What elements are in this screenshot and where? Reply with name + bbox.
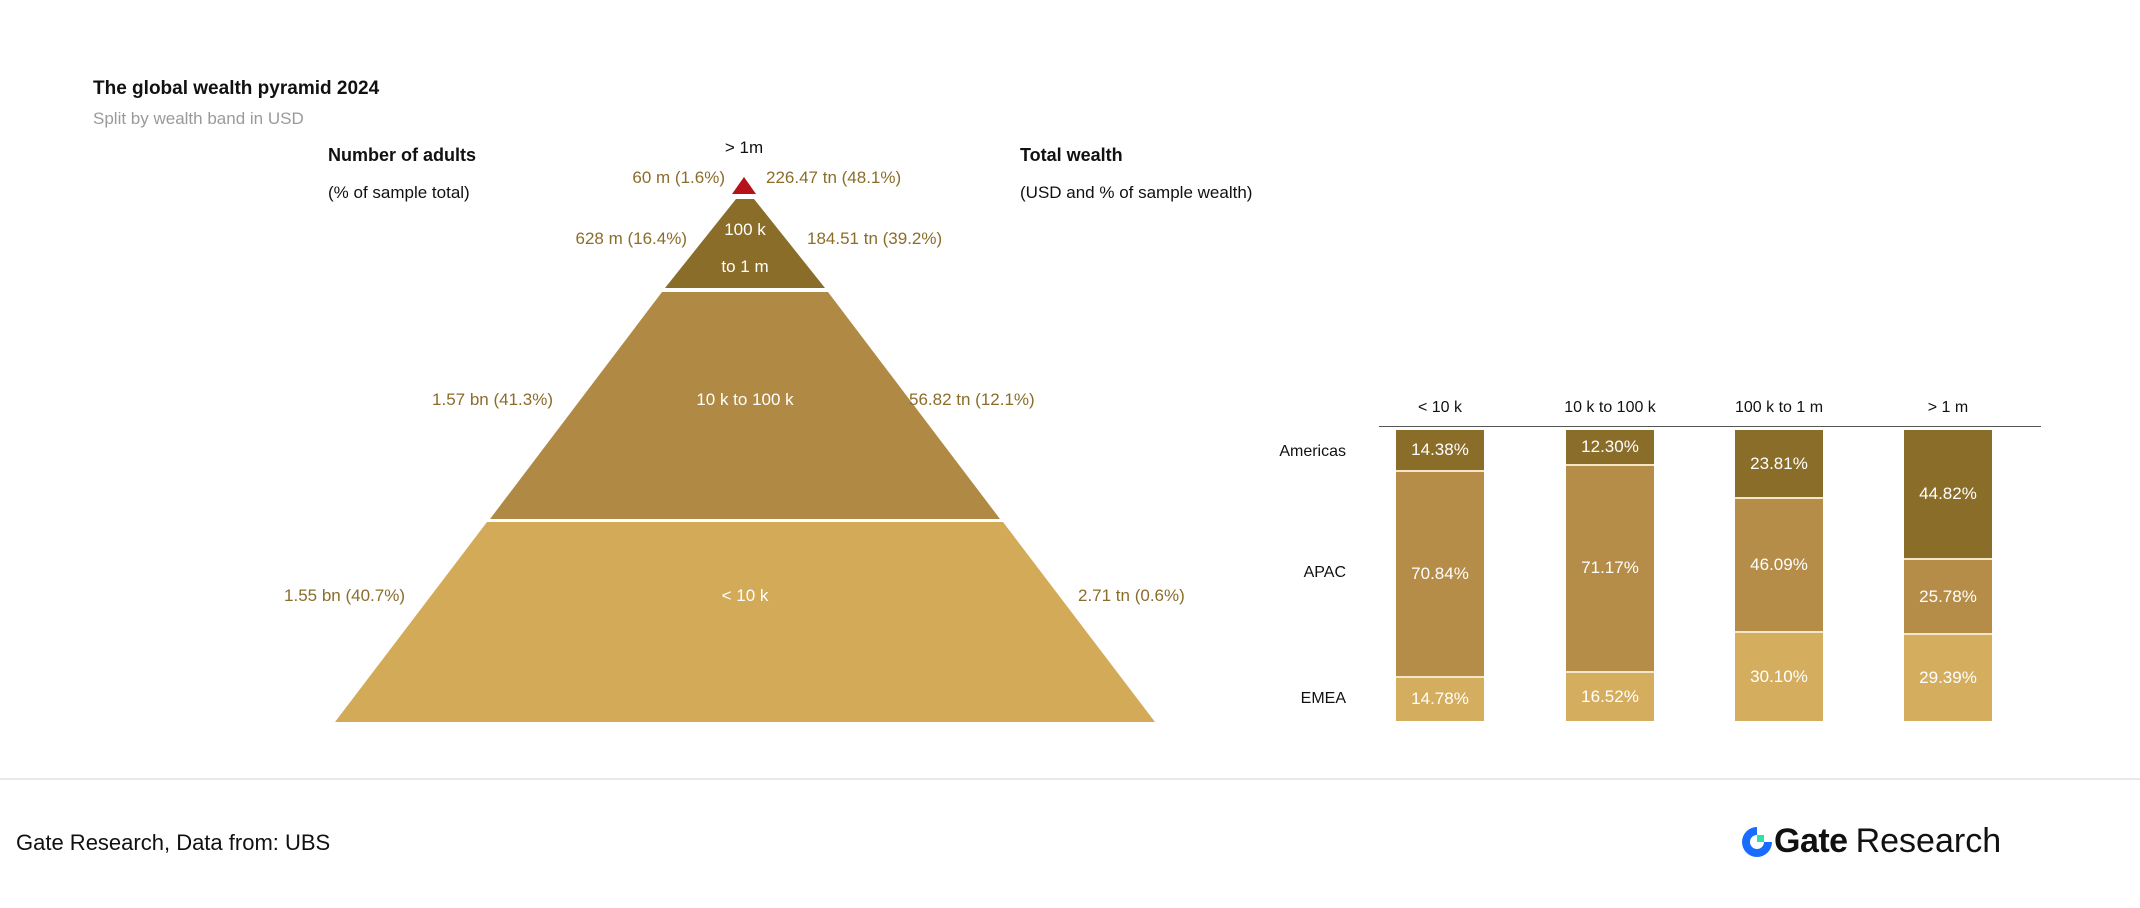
band-label-to-1m: to 1 m (721, 257, 769, 276)
pyramid-band-10k-100k (490, 292, 1000, 519)
band-label-over-1m: > 1m (724, 138, 764, 157)
gate-logo-icon (1742, 826, 1772, 857)
right-subheader: (USD and % of sample wealth) (1020, 183, 1253, 202)
pyramid-band-under-10k (335, 522, 1155, 722)
left-subheader: (% of sample total) (328, 183, 470, 202)
right-header: Total wealth (1020, 145, 1123, 165)
footer-divider (0, 778, 2140, 780)
wealth-100k-1m: 184.51 tn (39.2%) (807, 229, 943, 248)
wealth-over-1m: 226.47 tn (48.1%) (766, 168, 902, 187)
band-label-10k-100k: 10 k to 100 k (696, 390, 794, 409)
wealth-under-10k: 2.71 tn (0.6%) (1078, 586, 1185, 605)
adults-under-10k: 1.55 bn (40.7%) (284, 586, 405, 605)
logo-suffix: Research (1855, 822, 2002, 860)
wealth-10k-100k: 56.82 tn (12.1%) (909, 390, 1035, 409)
adults-100k-1m: 628 m (16.4%) (575, 229, 688, 248)
chart-subtitle: Split by wealth band in USD (93, 109, 304, 128)
pyramid-band-100k-1m (665, 199, 825, 288)
band-label-under-10k: < 10 k (721, 586, 769, 605)
pyramid-band-over-1m (732, 177, 756, 194)
chart-title: The global wealth pyramid 2024 (93, 78, 380, 99)
adults-10k-100k: 1.57 bn (41.3%) (432, 390, 553, 409)
source-note: Gate Research, Data from: UBS (16, 830, 331, 855)
bar-chart-top-rule (1379, 426, 2041, 427)
left-header: Number of adults (328, 145, 477, 165)
logo-text: Gate (1774, 822, 1848, 860)
gate-research-logo: Gate Research (1740, 822, 2001, 861)
band-label-100k: 100 k (724, 220, 766, 239)
adults-over-1m: 60 m (1.6%) (632, 168, 725, 187)
